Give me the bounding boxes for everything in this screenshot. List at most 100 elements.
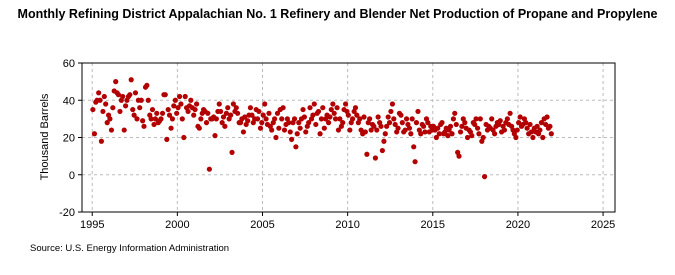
x-tick-label: 1995 <box>80 219 104 231</box>
data-point <box>337 116 343 122</box>
data-point <box>90 106 96 113</box>
data-point <box>492 131 498 137</box>
data-point <box>145 97 151 103</box>
data-point <box>107 116 113 122</box>
data-point <box>117 108 123 115</box>
data-point <box>447 123 454 129</box>
data-point <box>544 114 550 120</box>
data-point <box>300 106 306 113</box>
data-point <box>517 114 523 120</box>
data-point <box>425 120 431 126</box>
data-point <box>178 101 184 107</box>
data-point <box>213 116 219 122</box>
data-point <box>317 131 323 137</box>
y-tick-label: 60 <box>63 58 75 70</box>
data-point <box>219 120 225 126</box>
data-point <box>514 127 520 133</box>
data-point <box>433 134 439 141</box>
data-point <box>185 108 191 115</box>
data-point <box>537 127 543 133</box>
data-point <box>181 134 187 141</box>
data-point <box>385 114 391 120</box>
data-point <box>371 123 377 129</box>
data-point <box>420 123 427 129</box>
data-point <box>179 116 185 122</box>
data-point <box>327 114 333 120</box>
data-point <box>191 112 197 118</box>
data-point <box>212 133 218 139</box>
data-point <box>259 120 265 126</box>
data-point <box>280 105 286 111</box>
data-point <box>131 112 137 118</box>
data-point <box>100 108 106 115</box>
data-point <box>256 108 262 115</box>
data-point <box>450 116 456 122</box>
data-point <box>411 144 417 150</box>
data-point <box>354 112 360 118</box>
y-tick-label: 20 <box>63 133 75 145</box>
plot-border <box>81 62 616 213</box>
data-point <box>388 108 394 115</box>
x-tick-label: 2010 <box>335 219 359 231</box>
data-point <box>445 133 451 139</box>
data-point <box>474 125 481 131</box>
data-point <box>166 112 173 118</box>
data-point <box>343 101 349 107</box>
data-point <box>368 127 374 133</box>
data-point <box>457 129 464 135</box>
data-point <box>504 116 510 122</box>
data-point <box>225 105 231 111</box>
data-point <box>144 82 150 88</box>
data-point <box>203 120 210 126</box>
data-point <box>386 120 393 126</box>
data-point <box>176 93 183 100</box>
data-point <box>257 125 264 131</box>
data-point <box>149 106 156 113</box>
data-point <box>464 134 471 141</box>
data-point <box>453 121 459 128</box>
data-point <box>222 123 228 129</box>
source-note: Source: U.S. Energy Information Administ… <box>30 243 229 254</box>
data-point <box>311 101 317 107</box>
data-point <box>273 134 279 141</box>
data-point <box>459 123 465 129</box>
data-point <box>398 112 404 118</box>
data-point <box>132 90 139 96</box>
data-point <box>271 116 278 122</box>
data-point <box>174 110 180 116</box>
data-point <box>331 110 337 116</box>
data-point <box>266 110 272 116</box>
data-point <box>391 116 397 122</box>
data-point <box>436 131 442 137</box>
chart-title: Monthly Refining District Appalachian No… <box>17 7 658 21</box>
data-point <box>334 105 340 111</box>
data-point <box>384 123 390 129</box>
data-point <box>462 120 468 126</box>
data-point <box>357 116 363 122</box>
data-point <box>281 127 288 133</box>
data-point <box>476 131 482 137</box>
data-point <box>128 77 134 83</box>
data-point <box>489 116 495 122</box>
data-point <box>293 144 299 150</box>
data-point <box>103 101 109 107</box>
data-point <box>242 114 248 120</box>
data-point <box>196 125 202 131</box>
data-point <box>473 116 479 122</box>
data-point <box>540 134 546 141</box>
data-point <box>480 134 486 141</box>
data-point <box>543 121 549 128</box>
data-point <box>223 110 230 116</box>
data-point <box>138 97 144 103</box>
data-point <box>375 114 381 120</box>
data-point <box>113 79 119 85</box>
data-point <box>318 116 325 122</box>
data-point <box>530 134 536 141</box>
data-point <box>172 97 178 103</box>
x-tick-label: 2020 <box>506 219 530 231</box>
data-point <box>389 101 396 107</box>
data-point <box>108 127 115 133</box>
data-point <box>229 149 235 155</box>
data-point <box>472 121 478 128</box>
data-point <box>269 127 275 133</box>
